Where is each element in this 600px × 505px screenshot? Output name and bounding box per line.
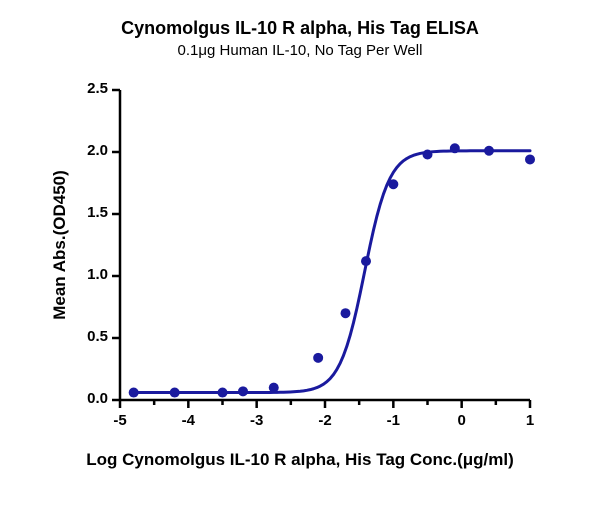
x-tick-label: -4 xyxy=(168,412,208,429)
x-tick-label: -5 xyxy=(100,412,140,429)
y-tick-label: 0.0 xyxy=(70,390,108,407)
x-tick-label: -3 xyxy=(237,412,277,429)
y-tick-label: 1.5 xyxy=(70,204,108,221)
y-tick-label: 0.5 xyxy=(70,328,108,345)
x-tick-label: -2 xyxy=(305,412,345,429)
y-tick-label: 1.0 xyxy=(70,266,108,283)
y-tick-label: 2.0 xyxy=(70,142,108,159)
x-tick-label: 0 xyxy=(442,412,482,429)
x-tick-label: 1 xyxy=(510,412,550,429)
plot-svg xyxy=(0,0,600,505)
y-tick-label: 2.5 xyxy=(70,80,108,97)
x-tick-label: -1 xyxy=(373,412,413,429)
elisa-chart: Cynomolgus IL-10 R alpha, His Tag ELISA … xyxy=(0,0,600,505)
